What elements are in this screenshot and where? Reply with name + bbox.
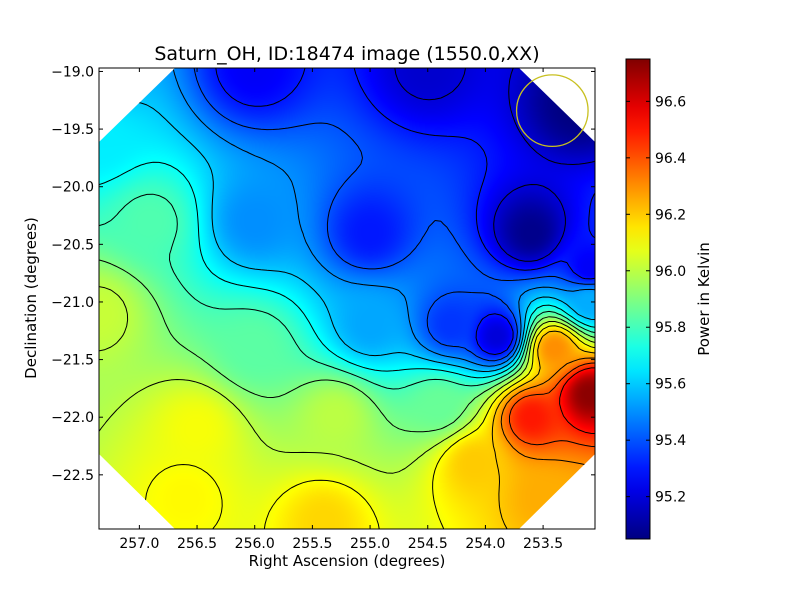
contour-line — [491, 330, 595, 529]
y-tick-label: −19.5 — [51, 122, 94, 138]
x-tick-label: 256.0 — [235, 536, 275, 552]
colorbar-tick-label: 95.2 — [655, 490, 686, 506]
colorbar-tick-label: 95.6 — [655, 377, 686, 393]
x-axis-ticks: 257.0 256.5 256.0 255.5 255.0 254.5 254.0 253.5 — [119, 68, 563, 552]
colorbar-tick-label: 96.2 — [655, 207, 686, 223]
beam-marker — [515, 74, 589, 148]
contour-lines — [99, 68, 595, 529]
contour-line — [509, 362, 595, 448]
plot-frame — [98, 67, 596, 530]
contour-line — [559, 367, 595, 435]
contour-line — [99, 161, 595, 379]
colorbar-ticks: 95.2 95.4 95.6 95.8 96.0 96.2 96.4 96.6 — [626, 94, 686, 506]
contour-line — [500, 357, 595, 467]
colorbar: 95.2 95.4 95.6 95.8 96.0 96.2 96.4 96.6 Power i… — [625, 58, 713, 540]
x-tick-label: 253.5 — [523, 536, 563, 552]
y-tick-label: −22.0 — [51, 410, 94, 426]
x-tick-label: 254.5 — [408, 536, 448, 552]
colorbar-label: Power in Kelvin — [695, 242, 713, 356]
colorbar-tick-label: 96.0 — [655, 264, 686, 280]
colorbar-fill — [625, 58, 651, 540]
x-axis-label: Right Ascension (degrees) — [249, 552, 446, 570]
x-tick-label: 257.0 — [119, 536, 159, 552]
y-tick-label: −20.0 — [51, 180, 94, 196]
x-tick-label: 255.0 — [350, 536, 390, 552]
y-axis-label: Declination (degrees) — [22, 217, 40, 379]
contour-line — [394, 68, 595, 262]
chart-title: Saturn_OH, ID:18474 image (1550.0,XX) — [154, 43, 539, 65]
x-tick-label: 254.0 — [465, 536, 505, 552]
contour-line — [215, 68, 595, 355]
colorbar-tick-label: 96.4 — [655, 151, 686, 167]
contour-line — [99, 193, 595, 390]
y-tick-label: −22.5 — [51, 468, 94, 484]
colorbar-tick-label: 95.4 — [655, 433, 686, 449]
contour-line — [172, 68, 595, 367]
y-axis-ticks: −19.0 −19.5 −20.0 −20.5 −21.0 −21.5 −22.0 −22.5 — [51, 64, 595, 484]
colorbar-tick-label: 96.6 — [655, 94, 686, 110]
y-tick-label: −21.5 — [51, 353, 94, 369]
y-tick-label: −21.0 — [51, 295, 94, 311]
contour-line — [99, 286, 595, 474]
heatmap-image — [99, 68, 595, 529]
contour-line — [145, 325, 595, 529]
colorbar-tick-label: 95.8 — [655, 320, 686, 336]
plot-area — [99, 68, 595, 529]
y-tick-label: −19.0 — [51, 64, 94, 80]
x-tick-label: 256.5 — [177, 536, 217, 552]
y-tick-label: −20.5 — [51, 237, 94, 253]
contour-line — [193, 68, 595, 362]
x-tick-label: 255.5 — [292, 536, 332, 552]
